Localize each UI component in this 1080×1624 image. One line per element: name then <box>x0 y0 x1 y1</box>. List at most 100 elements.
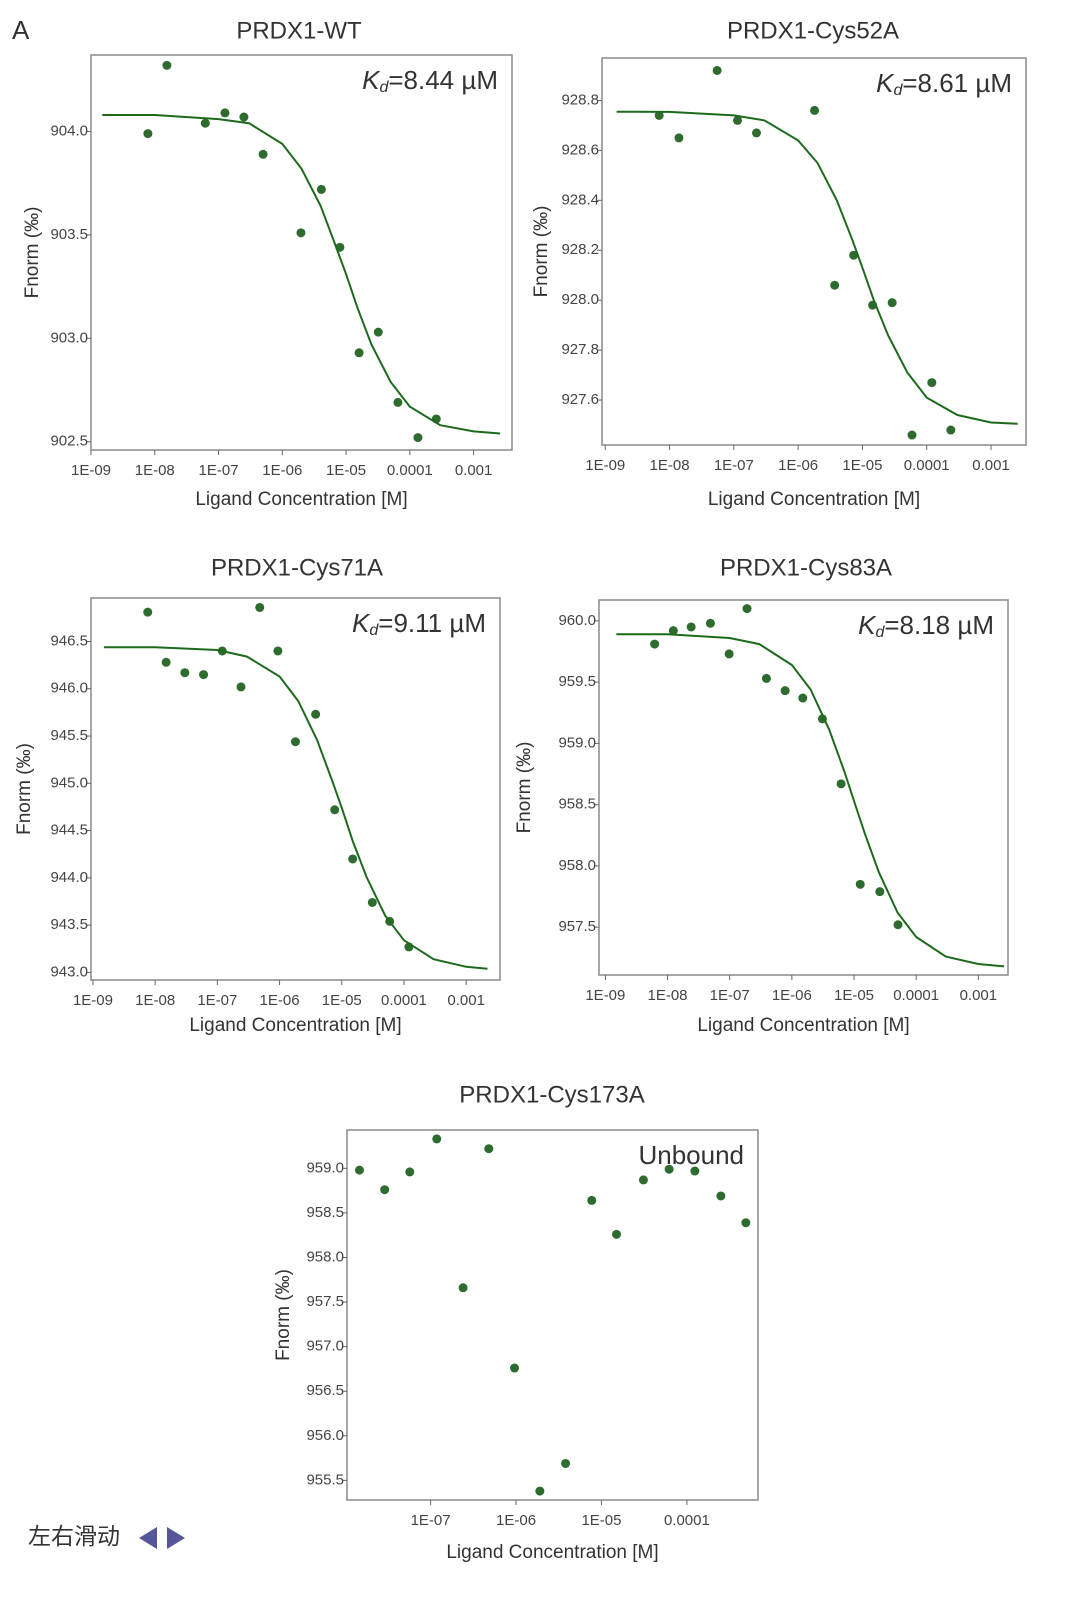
data-point <box>367 897 377 907</box>
data-point <box>484 1144 494 1154</box>
annotation-subscript: d <box>369 622 379 639</box>
x-tick-label: 1E-06 <box>778 457 818 474</box>
data-point <box>668 626 678 636</box>
fit-curve <box>103 646 488 970</box>
chart-title: PRDX1-Cys71A <box>211 554 383 581</box>
data-point <box>255 602 265 612</box>
x-axis-label: Ligand Concentration [M] <box>446 1542 658 1563</box>
x-tick-label: 0.001 <box>455 462 493 479</box>
y-tick-label: 928.4 <box>561 191 599 208</box>
y-tick-label: 944.0 <box>50 869 88 886</box>
x-tick-label: 1E-06 <box>772 987 812 1004</box>
x-tick-label: 1E-06 <box>260 992 300 1009</box>
data-point <box>180 668 190 678</box>
y-tick-label: 927.8 <box>561 341 599 358</box>
data-point <box>143 607 153 617</box>
y-axis-label: Fnorm (‰) <box>14 743 35 835</box>
swipe-hint: 左右滑动 <box>28 1523 120 1549</box>
y-axis-label: Fnorm (‰) <box>531 206 552 298</box>
data-point <box>927 378 937 388</box>
annotation-subscript: d <box>893 82 903 99</box>
data-point <box>741 1218 751 1228</box>
annotation: Kd=8.61 µM <box>876 68 1012 99</box>
y-tick-label: 928.6 <box>561 141 599 158</box>
plot-frame <box>598 599 1009 976</box>
y-tick-label: 956.0 <box>306 1427 344 1444</box>
x-tick-label: 1E-09 <box>73 992 113 1009</box>
right-arrow-icon[interactable] <box>167 1527 185 1549</box>
y-axis-label: Fnorm (‰) <box>22 207 43 299</box>
x-tick-label: 1E-05 <box>834 987 874 1004</box>
x-tick-label: 1E-05 <box>322 992 362 1009</box>
y-tick-label: 956.5 <box>306 1382 344 1399</box>
annotation: Kd=9.11 µM <box>352 608 486 639</box>
y-tick-label: 946.5 <box>50 632 88 649</box>
panel-label: A <box>12 15 30 45</box>
data-point <box>761 673 771 683</box>
annotation-subscript: d <box>379 79 389 96</box>
annotation-symbol: K <box>352 608 371 638</box>
y-tick-label: 945.0 <box>50 774 88 791</box>
x-tick-label: 0.001 <box>447 992 485 1009</box>
x-tick-label: 0.0001 <box>387 462 433 479</box>
plot-frame <box>601 57 1027 446</box>
x-tick-label: 1E-09 <box>71 462 111 479</box>
data-point <box>561 1458 571 1468</box>
y-tick-label: 943.5 <box>50 916 88 933</box>
y-tick-label: 958.0 <box>558 857 596 874</box>
x-tick-label: 0.0001 <box>381 992 427 1009</box>
y-tick-label: 928.2 <box>561 241 599 258</box>
data-point <box>587 1195 597 1205</box>
y-tick-label: 928.8 <box>561 91 599 108</box>
x-tick-label: 1E-08 <box>135 992 175 1009</box>
data-point <box>798 693 808 703</box>
plot-frame <box>90 597 501 981</box>
data-point <box>712 65 722 75</box>
data-point <box>273 646 283 656</box>
data-point <box>654 110 664 120</box>
y-tick-label: 945.5 <box>50 727 88 744</box>
data-point <box>162 60 172 70</box>
data-point <box>849 250 859 260</box>
fit-curve <box>102 114 501 435</box>
data-point <box>836 779 846 789</box>
data-point <box>780 686 790 696</box>
data-point <box>830 280 840 290</box>
x-tick-label: 1E-07 <box>199 462 239 479</box>
data-point <box>354 1165 364 1175</box>
annotation-symbol: K <box>876 68 895 98</box>
data-point <box>380 1185 390 1195</box>
x-tick-label: 0.0001 <box>664 1512 710 1529</box>
y-axis-label: Fnorm (‰) <box>273 1269 294 1361</box>
y-tick-label: 958.5 <box>306 1204 344 1221</box>
data-point <box>664 1164 674 1174</box>
y-tick-label: 957.5 <box>558 918 596 935</box>
annotation-text: =8.18 µM <box>884 610 994 640</box>
annotation: Unbound <box>638 1140 744 1170</box>
left-arrow-icon[interactable] <box>139 1527 157 1549</box>
y-tick-label: 903.0 <box>50 329 88 346</box>
data-point <box>855 879 865 889</box>
data-point <box>432 1134 442 1144</box>
data-point <box>690 1166 700 1176</box>
x-tick-label: 0.001 <box>960 987 998 1004</box>
x-tick-label: 1E-05 <box>581 1512 621 1529</box>
y-tick-label: 943.0 <box>50 963 88 980</box>
y-tick-label: 957.5 <box>306 1293 344 1310</box>
data-point <box>510 1363 520 1373</box>
x-tick-label: 1E-09 <box>585 457 625 474</box>
data-point <box>200 118 210 128</box>
data-point <box>354 348 364 358</box>
y-tick-label: 959.5 <box>558 673 596 690</box>
data-point <box>875 887 885 897</box>
annotation-text: =8.61 µM <box>902 68 1012 98</box>
data-point <box>236 682 246 692</box>
data-point <box>612 1229 622 1239</box>
data-point <box>458 1283 468 1293</box>
x-axis-label: Ligand Concentration [M] <box>195 489 407 510</box>
data-point <box>686 622 696 632</box>
annotation-subscript: d <box>875 624 885 641</box>
data-point <box>887 298 897 308</box>
chart-title: PRDX1-Cys52A <box>727 17 899 44</box>
